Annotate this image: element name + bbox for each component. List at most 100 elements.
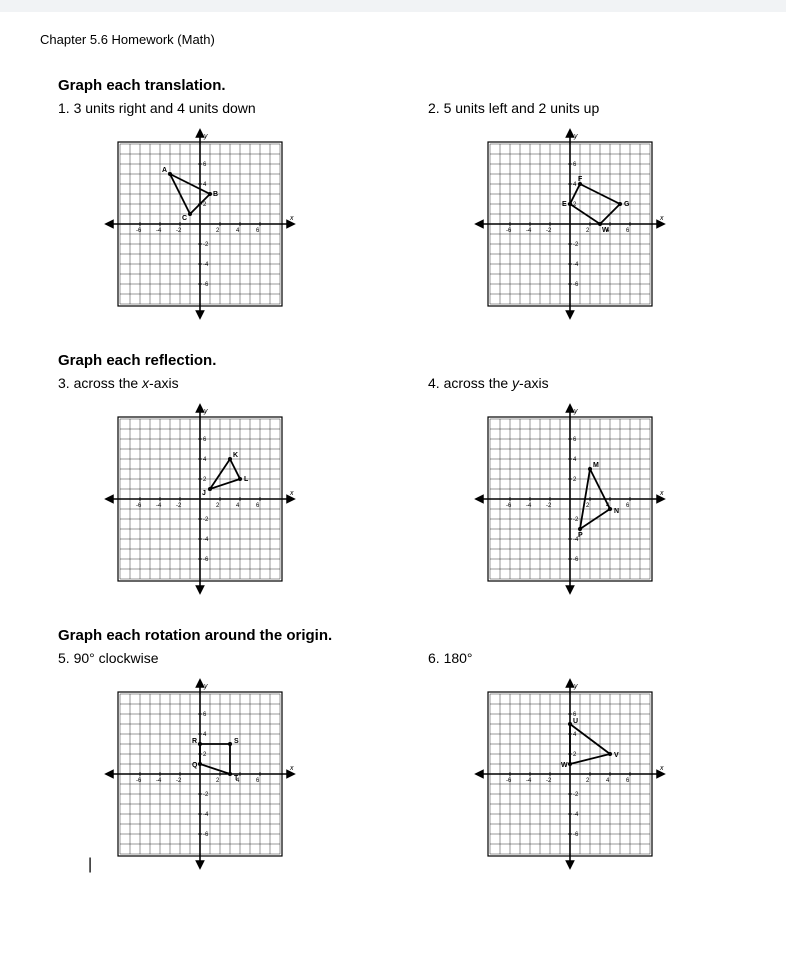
- svg-text:L: L: [244, 476, 249, 483]
- row-reflection: 3. across the x-axis xy-6-4-2246-6-4-224…: [40, 375, 746, 599]
- row-rotation: 5. 90° clockwise xy-6-4-2246-6-4-2246QRS…: [40, 650, 746, 874]
- p4-suffix: -axis: [519, 375, 549, 391]
- svg-text:y: y: [573, 683, 578, 690]
- svg-text:-2: -2: [546, 228, 552, 234]
- problem-6: 6. 180° xy-6-4-2246-6-4-2246UVW: [410, 650, 730, 874]
- svg-text:4: 4: [203, 457, 207, 463]
- svg-text:-6: -6: [136, 778, 142, 784]
- problem-5: 5. 90° clockwise xy-6-4-2246-6-4-2246QRS…: [40, 650, 360, 874]
- svg-text:-6: -6: [506, 503, 512, 509]
- svg-text:4: 4: [203, 182, 207, 188]
- chart-6: xy-6-4-2246-6-4-2246UVW: [410, 674, 730, 874]
- svg-text:2: 2: [573, 752, 577, 758]
- svg-text:G: G: [624, 201, 630, 208]
- chart-3: xy-6-4-2246-6-4-2246JKL: [40, 399, 360, 599]
- svg-text:-2: -2: [573, 517, 579, 523]
- svg-text:6: 6: [203, 162, 207, 168]
- problem-1-label: 1. 3 units right and 4 units down: [58, 100, 360, 116]
- svg-text:4: 4: [606, 778, 610, 784]
- svg-text:y: y: [203, 408, 208, 415]
- svg-text:2: 2: [216, 778, 220, 784]
- svg-text:-6: -6: [203, 282, 209, 288]
- p3-suffix: -axis: [149, 375, 179, 391]
- svg-text:x: x: [659, 765, 664, 772]
- svg-text:4: 4: [573, 732, 577, 738]
- svg-text:y: y: [203, 683, 208, 690]
- svg-text:E: E: [562, 201, 567, 208]
- svg-text:4: 4: [573, 457, 577, 463]
- svg-text:6: 6: [626, 503, 630, 509]
- problem-4-label: 4. across the y-axis: [428, 375, 730, 391]
- p3-prefix: 3. across the: [58, 375, 142, 391]
- svg-text:-2: -2: [203, 517, 209, 523]
- svg-text:y: y: [573, 133, 578, 140]
- problem-2: 2. 5 units left and 2 units up xy-6-4-22…: [410, 100, 730, 324]
- svg-text:C: C: [182, 215, 187, 222]
- svg-text:-6: -6: [506, 778, 512, 784]
- chart-2: xy-6-4-2246-6-4-2246FGWE: [410, 124, 730, 324]
- svg-text:-4: -4: [573, 812, 579, 818]
- svg-text:-4: -4: [203, 537, 209, 543]
- svg-text:-2: -2: [573, 792, 579, 798]
- svg-text:-2: -2: [546, 778, 552, 784]
- svg-text:2: 2: [203, 202, 207, 208]
- chart-5: xy-6-4-2246-6-4-2246QRST: [40, 674, 360, 874]
- svg-text:2: 2: [216, 503, 220, 509]
- svg-text:6: 6: [203, 712, 207, 718]
- svg-text:-2: -2: [176, 503, 182, 509]
- svg-text:K: K: [233, 452, 238, 459]
- svg-text:T: T: [234, 775, 239, 782]
- svg-text:x: x: [289, 215, 294, 222]
- problem-3-label: 3. across the x-axis: [58, 375, 360, 391]
- svg-text:6: 6: [626, 778, 630, 784]
- svg-text:-4: -4: [203, 812, 209, 818]
- svg-text:-2: -2: [573, 242, 579, 248]
- svg-text:A: A: [162, 167, 167, 174]
- svg-text:J: J: [202, 490, 206, 497]
- svg-text:4: 4: [573, 182, 577, 188]
- svg-text:-4: -4: [156, 228, 162, 234]
- svg-text:B: B: [213, 191, 218, 198]
- svg-text:6: 6: [256, 778, 260, 784]
- svg-text:6: 6: [256, 228, 260, 234]
- svg-text:-6: -6: [136, 503, 142, 509]
- svg-text:4: 4: [236, 503, 240, 509]
- problem-2-label: 2. 5 units left and 2 units up: [428, 100, 730, 116]
- svg-text:W: W: [602, 227, 609, 234]
- p4-prefix: 4. across the: [428, 375, 512, 391]
- chart-4: xy-6-4-2246-6-4-2246MNP: [410, 399, 730, 599]
- svg-text:-6: -6: [203, 557, 209, 563]
- svg-text:N: N: [614, 508, 619, 515]
- svg-text:6: 6: [626, 228, 630, 234]
- svg-text:-6: -6: [573, 557, 579, 563]
- chart-1: xy-6-4-2246-6-4-2246ABC: [40, 124, 360, 324]
- svg-text:6: 6: [256, 503, 260, 509]
- svg-text:2: 2: [586, 503, 590, 509]
- svg-text:-4: -4: [526, 228, 532, 234]
- svg-text:2: 2: [586, 228, 590, 234]
- svg-text:-4: -4: [203, 262, 209, 268]
- page: Chapter 5.6 Homework (Math) Graph each t…: [0, 12, 786, 914]
- svg-text:2: 2: [573, 477, 577, 483]
- problem-4: 4. across the y-axis xy-6-4-2246-6-4-224…: [410, 375, 730, 599]
- section-heading-rotation: Graph each rotation around the origin.: [58, 627, 746, 644]
- svg-text:x: x: [289, 490, 294, 497]
- svg-text:2: 2: [586, 778, 590, 784]
- svg-text:-4: -4: [526, 778, 532, 784]
- svg-text:-6: -6: [203, 832, 209, 838]
- section-heading-reflection: Graph each reflection.: [58, 352, 746, 369]
- svg-text:-6: -6: [136, 228, 142, 234]
- svg-text:-6: -6: [573, 282, 579, 288]
- svg-text:2: 2: [216, 228, 220, 234]
- svg-text:-6: -6: [573, 832, 579, 838]
- svg-text:-2: -2: [546, 503, 552, 509]
- svg-text:M: M: [593, 462, 599, 469]
- p3-axis: x: [142, 375, 149, 391]
- document-title: Chapter 5.6 Homework (Math): [40, 32, 746, 47]
- svg-text:4: 4: [236, 228, 240, 234]
- svg-text:R: R: [192, 738, 197, 745]
- svg-text:-4: -4: [156, 503, 162, 509]
- svg-text:-2: -2: [176, 778, 182, 784]
- svg-text:S: S: [234, 738, 239, 745]
- problem-1: 1. 3 units right and 4 units down xy-6-4…: [40, 100, 360, 324]
